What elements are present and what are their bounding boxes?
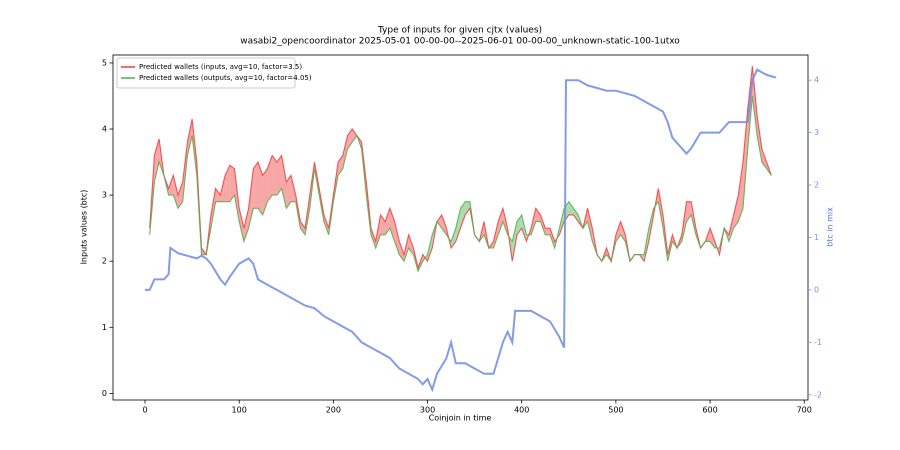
y-tick-label: 3	[102, 191, 107, 200]
legend-label: Predicted wallets (inputs, avg=10, facto…	[139, 63, 302, 71]
fill-between	[258, 162, 263, 215]
fill-between	[352, 129, 357, 143]
fill-between	[455, 208, 461, 242]
fill-between	[286, 175, 291, 209]
y2-tick-label: 0	[814, 285, 819, 294]
fill-between	[253, 162, 259, 209]
series-line	[149, 95, 772, 273]
legend-box	[116, 57, 296, 89]
x-tick-label: 200	[326, 406, 341, 415]
fill-between	[441, 214, 447, 235]
x-tick-label: 100	[232, 406, 247, 415]
chart-title: Type of inputs for given cjtx (values)	[377, 26, 542, 36]
x-tick-label: 0	[142, 406, 147, 415]
fill-between	[535, 208, 541, 222]
y2-tick-label: 4	[814, 76, 819, 85]
y-tick-label: 1	[102, 323, 107, 332]
fill-between	[465, 201, 470, 215]
y2-tick-label: 2	[814, 181, 819, 190]
fill-between	[573, 208, 579, 222]
fill-between	[568, 201, 574, 215]
fill-between	[347, 129, 353, 149]
fill-between	[276, 155, 282, 196]
fill-between	[267, 155, 273, 202]
fill-between	[460, 201, 466, 229]
x-axis-label: Coinjoin in time	[429, 414, 492, 423]
fill-between	[225, 165, 230, 202]
fill-between	[385, 208, 390, 235]
fill-between	[389, 208, 395, 242]
y-tick-label: 4	[102, 125, 107, 134]
y2-tick-label: 3	[814, 128, 819, 137]
fill-between	[743, 109, 748, 209]
fill-between	[154, 138, 160, 182]
btc-line	[145, 68, 777, 393]
x-tick-label: 400	[514, 406, 529, 415]
x-tick-label: 300	[420, 406, 435, 415]
fill-between	[243, 208, 249, 242]
fill-between	[399, 241, 404, 262]
fill-between	[587, 208, 593, 242]
fill-between	[658, 188, 663, 229]
fill-between	[498, 208, 503, 235]
fill-between	[733, 195, 739, 229]
y-axis-label: Inputs values (btc)	[80, 190, 89, 265]
fill-between	[738, 162, 744, 222]
fill-between	[239, 208, 244, 242]
y2-axis-label: btc in mix	[826, 207, 835, 247]
fill-between	[342, 135, 348, 169]
fill-between	[187, 119, 193, 156]
x-tick-label: 700	[797, 406, 812, 415]
fill-between	[281, 155, 287, 209]
legend-label: Predicted wallets (outputs, avg=10, fact…	[139, 74, 312, 82]
y-tick-label: 2	[102, 257, 107, 266]
fill-between	[436, 214, 442, 229]
y-tick-label: 0	[102, 389, 107, 398]
plot-frame	[112, 54, 809, 401]
y2-tick-label: -1	[814, 338, 822, 347]
x-tick-label: 600	[702, 406, 717, 415]
fill-between	[177, 181, 183, 209]
fill-between	[215, 188, 221, 202]
y-tick-label: 5	[102, 58, 107, 67]
series-line	[149, 66, 772, 270]
x-tick-label: 500	[608, 406, 623, 415]
fill-between	[394, 221, 400, 255]
fill-between	[545, 228, 550, 235]
fill-between	[512, 221, 518, 262]
fill-between	[300, 221, 306, 235]
chart-subtitle: wasabi2_opencoordinator 2025-05-01 00-00…	[240, 37, 680, 47]
y2-tick-label: 1	[814, 233, 819, 242]
fill-between	[229, 165, 235, 202]
y2-tick-label: -2	[814, 390, 822, 399]
fill-between	[173, 175, 178, 209]
fill-between	[272, 155, 277, 196]
